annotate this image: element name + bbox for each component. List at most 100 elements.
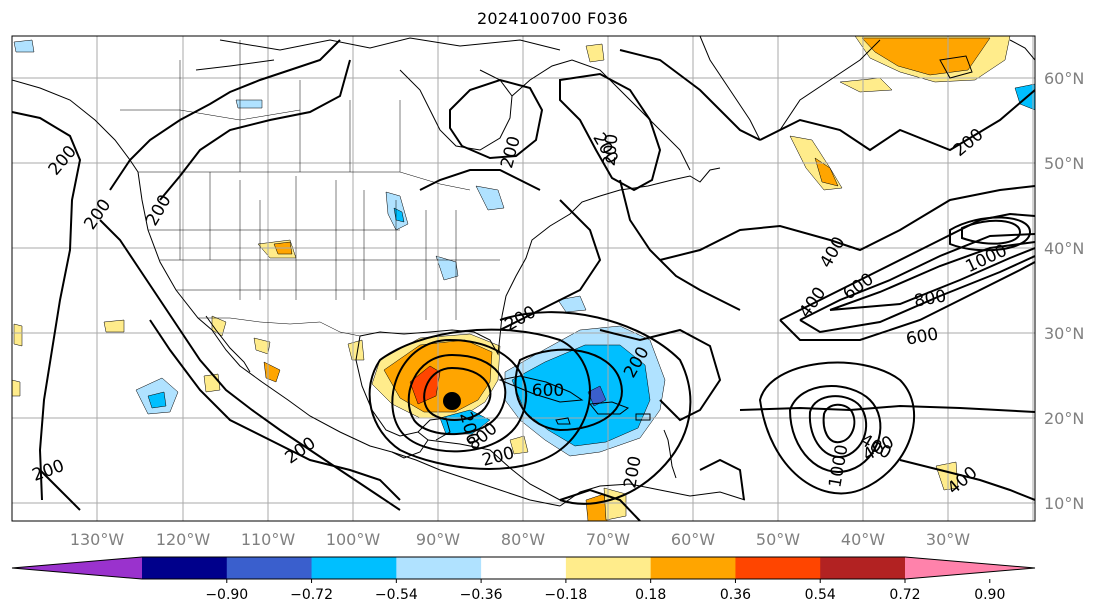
contour-lines (12, 39, 1035, 521)
canada-province-borders (120, 40, 401, 172)
coast-cuba (498, 375, 584, 403)
shade-greenland-orange (861, 37, 991, 76)
latitude-label: 40°N (1044, 239, 1084, 258)
svg-text:200: 200 (497, 134, 525, 171)
contour-eastern-us (419, 169, 541, 191)
contour-label: 200 (600, 133, 623, 167)
shade-atlantic-yellow-5 (935, 461, 959, 491)
contour-caribbean-outer (499, 311, 692, 505)
colorbar-extend-low (12, 557, 142, 579)
contour-low-atlantic-2 (808, 395, 868, 458)
longitude-labels: 130°W 120°W 110°W 100°W 90°W 80°W 70°W 60°W 50°W… (70, 530, 970, 549)
longitude-label: 90°W (416, 530, 460, 549)
colorbar-extend-high (905, 557, 1035, 579)
shade-pacific-yellow-3 (13, 323, 23, 347)
shade-atlantic-orange (814, 157, 839, 187)
contour-mexico-west (149, 319, 401, 501)
shade-southamerica-orange (585, 493, 609, 521)
coast-maritimes (599, 167, 721, 197)
longitude-label: 80°W (501, 530, 545, 549)
map-frame (11, 35, 1036, 522)
longitude-label: 100°W (326, 530, 381, 549)
shade-plains-blue (393, 207, 405, 223)
border-provinces (179, 40, 401, 172)
shade-greatlakes-lightblue (475, 185, 505, 211)
longitude-label: 130°W (70, 530, 125, 549)
border-states-horizontal (148, 229, 500, 291)
colorbar-segment (311, 557, 397, 579)
contour-label: 1000 (825, 443, 852, 489)
contour-jet-1000 (949, 216, 1032, 252)
shade-pacific-yellow-4 (12, 379, 21, 397)
colorbar: −0.90 −0.72 −0.54 −0.36 −0.18 0.18 0.36 0.54 0.7… (11, 556, 1036, 603)
coast-central-america-caribbean (427, 439, 561, 501)
border-us-canada (138, 171, 471, 191)
contour-label: 200 (497, 134, 525, 171)
contour-label: 600 (904, 324, 939, 349)
colorbar-tick-label: −0.18 (544, 587, 587, 603)
contour-north-atlantic (619, 49, 761, 141)
contour-label: 200 (282, 433, 320, 468)
latitude-label: 20°N (1044, 409, 1084, 428)
contour-atlantic-mid (599, 328, 722, 422)
contour-jet-2 (799, 233, 1035, 334)
coast-hudson-bay (399, 69, 513, 151)
contour-label: 200 (80, 196, 115, 234)
coast-central-america (391, 451, 561, 507)
colorbar-tick-label: 0.54 (805, 587, 836, 603)
contour-east-trough (619, 179, 741, 311)
contour-jet-3 (829, 241, 1035, 311)
hurricane-center-dot (443, 392, 461, 410)
map-title: 2024100700 F036 (476, 9, 629, 28)
contour-hudson (449, 78, 544, 160)
coast-jamaica (555, 417, 571, 425)
colorbar-tick-label: 0.72 (889, 587, 920, 603)
shade-mexico-orange (263, 361, 281, 383)
coast-south-america (559, 483, 746, 507)
contour-atlantic-south (699, 458, 745, 501)
contour-east-trough-2 (499, 199, 602, 331)
colorbar-tick-label: −0.54 (375, 587, 418, 603)
contour-south-pacific (39, 469, 81, 511)
contour-label: 200 (142, 191, 176, 229)
contour-atlantic-wave (659, 185, 1035, 261)
coast-arctic-2 (195, 59, 275, 71)
contour-gulf-ring-2 (407, 353, 507, 436)
colorbar-tick-label: −0.90 (205, 587, 248, 603)
contour-jet-1 (779, 212, 1035, 341)
contour-low-atlantic-1 (788, 385, 882, 473)
shade-canada-lightblue (235, 99, 263, 109)
contour-greenland (759, 89, 1035, 152)
latitude-label: 60°N (1044, 69, 1084, 88)
border-states-vertical (179, 172, 457, 320)
contour-pacific-coast (109, 39, 341, 191)
colorbar-tick-label: 0.36 (720, 587, 751, 603)
contour-label: 200 (950, 125, 988, 161)
svg-text:200: 200 (30, 456, 67, 486)
colorbar-segment (142, 557, 228, 579)
coast-hispaniola (589, 401, 630, 415)
shade-pacific-yellow (203, 373, 221, 393)
latitude-labels: 60°N 50°N 40°N 30°N 20°N 10°N (1044, 69, 1084, 513)
contour-west (99, 219, 401, 511)
coast-europe (1009, 39, 1035, 61)
longitude-label: 70°W (586, 530, 630, 549)
contour-label: 400 (795, 284, 830, 322)
colorbar-outline (11, 556, 1036, 580)
longitude-label: 30°W (926, 530, 970, 549)
latitude-label: 50°N (1044, 154, 1084, 173)
shade-pacific-blue (147, 391, 167, 409)
shaded-anomaly-fields (12, 36, 1035, 521)
contour-gulf-ring-1 (391, 338, 528, 453)
colorbar-segment (820, 557, 906, 579)
contour-gulf-ring-3 (423, 366, 492, 421)
coast-mexico-pacific (211, 329, 393, 453)
coast-mexico-gulf (355, 335, 429, 459)
coast-lesser-antilles (663, 429, 677, 479)
latitude-label: 10°N (1044, 494, 1084, 513)
border-territories (120, 109, 301, 121)
longitude-label: 50°W (756, 530, 800, 549)
colorbar-segment (481, 557, 567, 579)
